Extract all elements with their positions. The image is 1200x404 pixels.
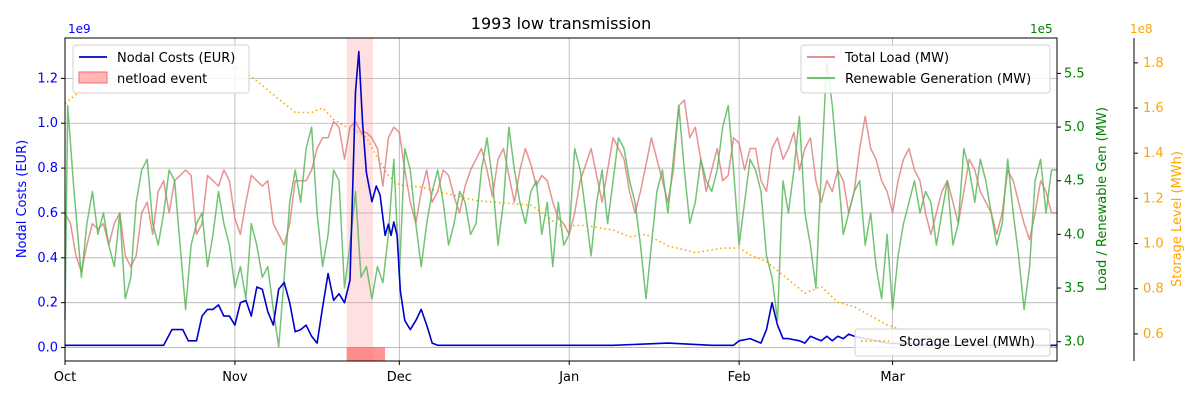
series-nodal-costs-eur-line bbox=[65, 50, 1057, 347]
right1-tick-label: 4.0 bbox=[1064, 227, 1085, 242]
right2-tick-label: 0.8 bbox=[1143, 282, 1164, 297]
legend-label-renewable-generation-mw: Renewable Generation (MW) bbox=[845, 72, 1031, 87]
left-axis-label: Nodal Costs (EUR) bbox=[15, 140, 30, 258]
left-tick-label: 0.2 bbox=[37, 296, 58, 311]
left-tick-label: 1.2 bbox=[37, 71, 58, 86]
right1-tick-label: 3.5 bbox=[1064, 281, 1085, 296]
left-tick-label: 0.8 bbox=[37, 161, 58, 176]
right2-tick-label: 0.6 bbox=[1143, 327, 1164, 342]
legend-box-upper-right bbox=[800, 44, 1051, 94]
right1-tick-label: 5.0 bbox=[1064, 120, 1085, 135]
right1-axis-exponent: 1e5 bbox=[1030, 22, 1053, 36]
right1-axis-label: Load / Renewable Gen (MW) bbox=[1095, 107, 1110, 291]
chart-title: 1993 low transmission bbox=[471, 14, 651, 33]
event-layer bbox=[346, 38, 386, 361]
left-tick-label: 0.0 bbox=[37, 341, 58, 356]
series-layer bbox=[64, 50, 1058, 349]
right1-tick-label: 3.0 bbox=[1064, 335, 1085, 350]
right2-axis-exponent: 1e8 bbox=[1130, 22, 1153, 36]
left-axis-exponent: 1e9 bbox=[68, 22, 91, 36]
right2-tick-label: 1.0 bbox=[1143, 237, 1164, 252]
legend-label-netload-event: netload event bbox=[117, 72, 207, 87]
netload-event-marker bbox=[346, 347, 386, 361]
legend-label-nodal-costs-eur: Nodal Costs (EUR) bbox=[117, 51, 235, 66]
legend-box-lower-right bbox=[854, 328, 1051, 357]
right1-tick-label: 5.5 bbox=[1064, 66, 1085, 81]
left-tick-label: 0.4 bbox=[37, 251, 58, 266]
legend-layer: Nodal Costs (EUR) netload event Total Load… bbox=[72, 44, 1051, 357]
right2-tick-label: 1.8 bbox=[1143, 56, 1164, 71]
legend-label-total-load-mw: Total Load (MW) bbox=[844, 51, 949, 66]
right2-tick-label: 1.4 bbox=[1143, 146, 1164, 161]
right2-axis-label: Storage Level (MWh) bbox=[1170, 151, 1185, 287]
left-tick-label: 0.6 bbox=[37, 206, 58, 221]
legend-swatch-netload-event bbox=[78, 71, 108, 84]
x-tick-label: Mar bbox=[880, 370, 905, 385]
x-tick-label: Oct bbox=[54, 370, 76, 385]
x-tick-label: Nov bbox=[222, 370, 248, 385]
series-storage-level-mwh-line bbox=[64, 57, 1058, 349]
x-tick-label: Dec bbox=[387, 370, 412, 385]
legend-label-storage-level-mwh: Storage Level (MWh) bbox=[899, 335, 1035, 350]
right1-tick-label: 4.5 bbox=[1064, 174, 1085, 189]
series-renewable-generation-mw-line bbox=[64, 61, 1057, 348]
axis-layer: Oct Nov Dec Jan Feb Mar 0.0 0.2 0.4 0.6 0.8 1.0 1.2 3… bbox=[37, 38, 1164, 385]
series-total-load-mw-line bbox=[64, 99, 1057, 273]
right2-tick-label: 1.6 bbox=[1143, 101, 1164, 116]
plot-frame bbox=[64, 37, 1058, 362]
right2-tick-label: 1.2 bbox=[1143, 191, 1164, 206]
legend-box-upper-left bbox=[72, 44, 250, 94]
x-tick-label: Jan bbox=[558, 370, 579, 385]
x-tick-label: Feb bbox=[728, 370, 751, 385]
left-tick-label: 1.0 bbox=[37, 116, 58, 131]
netload-event-span bbox=[346, 38, 374, 361]
